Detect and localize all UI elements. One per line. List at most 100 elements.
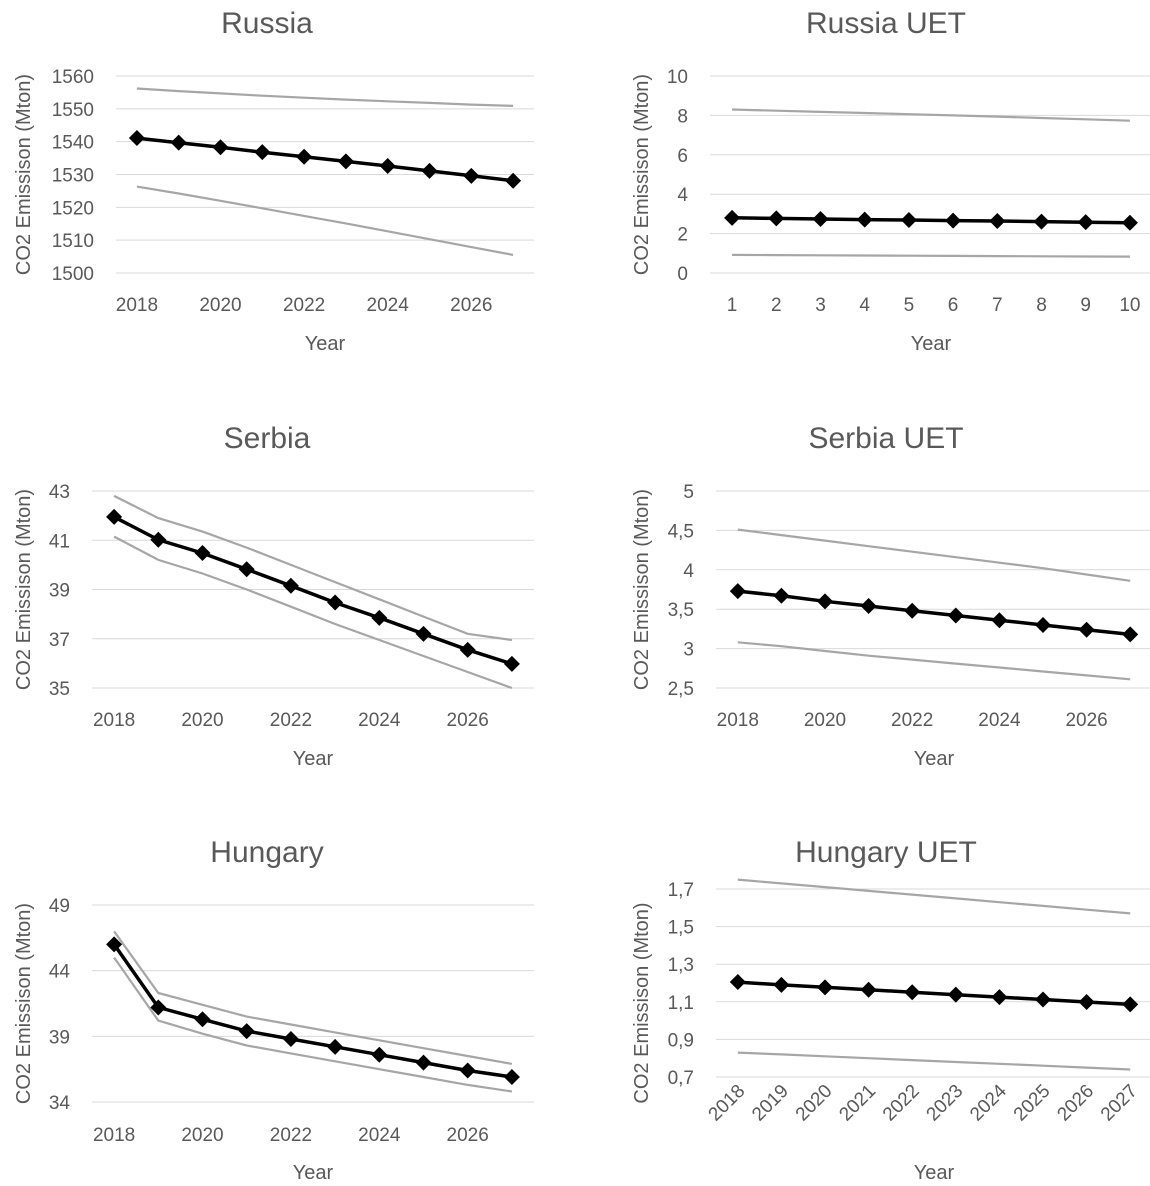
x-tick-label: 2026: [1053, 1081, 1098, 1126]
data-point-marker: [106, 508, 123, 525]
data-point-marker: [371, 1046, 388, 1063]
x-tick-label: 2: [771, 295, 782, 316]
data-point-marker: [282, 1030, 299, 1047]
x-tick-label: 2020: [181, 1125, 223, 1146]
y-axis-title: CO2 Emissison (Mton): [13, 903, 35, 1104]
data-point-marker: [729, 583, 746, 600]
y-tick-label: 1540: [52, 133, 94, 154]
x-tick-label: 10: [1119, 295, 1140, 316]
chart-title: Hungary: [210, 836, 323, 869]
x-tick-label: 8: [1036, 295, 1047, 316]
data-point-marker: [282, 577, 299, 594]
y-tick-label: 5: [683, 482, 694, 503]
data-point-marker: [989, 212, 1006, 229]
x-tick-label: 2023: [923, 1081, 968, 1126]
y-tick-label: 4: [683, 561, 694, 582]
chart-panel: Russia 1500 1510 1520 1530 1540 1550 1560 2018 20…: [13, 7, 534, 355]
y-tick-label: 39: [49, 1027, 70, 1048]
data-point-marker: [238, 561, 255, 578]
forecast-line: [112, 943, 513, 1079]
x-tick-label: 2019: [748, 1081, 793, 1126]
x-tick-label: 2026: [447, 710, 489, 731]
forecast-line: [136, 136, 514, 183]
y-tick-label: 1500: [52, 264, 94, 285]
data-point-marker: [991, 989, 1008, 1006]
y-tick-label: 41: [49, 531, 70, 552]
chart-title: Hungary UET: [795, 836, 977, 869]
forecast-line: [732, 216, 1130, 225]
y-axis-title: CO2 Emissison (Mton): [13, 74, 35, 275]
x-tick-label: 2024: [966, 1080, 1011, 1125]
y-tick-label: 1550: [52, 100, 94, 121]
data-point-marker: [1078, 993, 1095, 1010]
x-tick-label: 2020: [199, 295, 241, 316]
data-point-marker: [724, 209, 741, 226]
x-tick-label: 2022: [879, 1081, 924, 1126]
forecast-line: [113, 515, 513, 666]
x-tick-label: 2027: [1097, 1081, 1142, 1126]
y-tick-label: 3,5: [668, 600, 694, 621]
lower-bound-line: [732, 253, 1130, 258]
x-tick-label: 2021: [835, 1081, 880, 1126]
data-point-marker: [128, 130, 145, 147]
data-point-marker: [170, 134, 187, 151]
y-tick-label: 1560: [52, 67, 94, 88]
x-tick-label: 2022: [270, 1125, 312, 1146]
upper-bound-line: [737, 878, 1131, 915]
x-tick-label: 2020: [181, 710, 223, 731]
y-tick-label: 8: [677, 106, 688, 127]
y-tick-label: 37: [49, 630, 70, 651]
x-axis-title: Year: [911, 333, 952, 355]
y-tick-label: 6: [677, 146, 688, 167]
data-point-marker: [337, 153, 354, 170]
data-point-marker: [238, 1023, 255, 1040]
lower-bound-line: [737, 641, 1131, 681]
y-tick-label: 1,1: [668, 993, 694, 1014]
x-tick-label: 2018: [705, 1081, 750, 1126]
data-point-marker: [296, 148, 313, 165]
x-tick-label: 2022: [270, 710, 312, 731]
y-tick-label: 44: [49, 962, 71, 983]
x-tick-label: 2024: [367, 295, 410, 316]
chart-title: Serbia: [224, 422, 311, 455]
y-tick-label: 43: [49, 482, 70, 503]
data-point-marker: [773, 587, 790, 604]
data-point-marker: [1122, 996, 1139, 1013]
x-tick-label: 2018: [93, 710, 135, 731]
y-tick-label: 49: [49, 896, 70, 917]
lower-bound-line: [113, 535, 513, 690]
y-tick-label: 1530: [52, 166, 94, 187]
x-tick-label: 2026: [447, 1125, 489, 1146]
x-tick-label: 2018: [717, 710, 759, 731]
chart-panel: Hungary 34 39 44 49 2018 2020 2022 2024 2026 Year C…: [13, 836, 534, 1184]
x-tick-label: 2025: [1010, 1081, 1055, 1126]
x-tick-label: 3: [815, 295, 826, 316]
data-point-marker: [812, 211, 829, 228]
data-point-marker: [856, 211, 873, 228]
data-point-marker: [991, 612, 1008, 629]
y-tick-label: 0: [677, 264, 688, 285]
data-point-marker: [768, 210, 785, 227]
y-tick-label: 10: [667, 67, 688, 88]
upper-bound-line: [113, 494, 513, 642]
x-tick-label: 2018: [116, 295, 158, 316]
data-point-marker: [503, 1069, 520, 1086]
y-tick-label: 2,5: [668, 679, 694, 700]
x-tick-label: 6: [948, 295, 959, 316]
data-point-marker: [729, 974, 746, 991]
data-point-marker: [327, 1038, 344, 1055]
y-tick-label: 1,5: [668, 918, 694, 939]
x-tick-label: 2026: [1065, 710, 1107, 731]
chart-panel: Serbia 35 37 39 41 43 2018 2020 2022 2024 2026 Year…: [13, 422, 534, 770]
x-axis-title: Year: [293, 748, 334, 770]
data-point-marker: [379, 157, 396, 174]
x-tick-label: 2020: [804, 710, 846, 731]
x-tick-label: 4: [859, 295, 870, 316]
y-tick-label: 34: [49, 1093, 71, 1114]
data-point-marker: [860, 981, 877, 998]
lower-bound-line: [113, 956, 513, 1093]
x-tick-label: 2022: [891, 710, 933, 731]
data-point-marker: [1078, 621, 1095, 638]
